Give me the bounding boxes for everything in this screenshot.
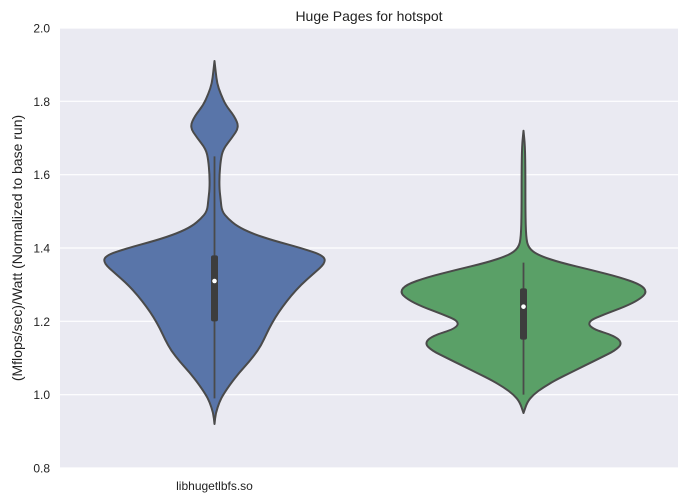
- y-tick-label: 0.8: [33, 462, 50, 476]
- y-tick-label: 1.6: [33, 168, 50, 182]
- y-tick-label: 1.8: [33, 95, 50, 109]
- violin-iqr-box: [520, 288, 527, 340]
- x-tick-labels: libhugetlbfs.so: [176, 479, 253, 493]
- y-tick-label: 1.0: [33, 388, 50, 402]
- violin-median-point: [212, 278, 217, 284]
- violin-iqr-box: [211, 255, 218, 322]
- y-tick-label: 1.2: [33, 315, 50, 329]
- y-tick-labels: 0.8 1.0 1.2 1.4 1.6 1.8 2.0: [33, 22, 50, 476]
- violins: [103, 60, 647, 425]
- y-axis-label: (Mflops/sec)/Watt (Normalized to base ru…: [9, 115, 25, 381]
- x-tick-label: libhugetlbfs.so: [176, 479, 253, 493]
- violin-median-point: [521, 304, 526, 309]
- y-tick-label: 2.0: [33, 22, 50, 36]
- chart-title: Huge Pages for hotspot: [295, 8, 442, 24]
- y-tick-label: 1.4: [33, 242, 50, 256]
